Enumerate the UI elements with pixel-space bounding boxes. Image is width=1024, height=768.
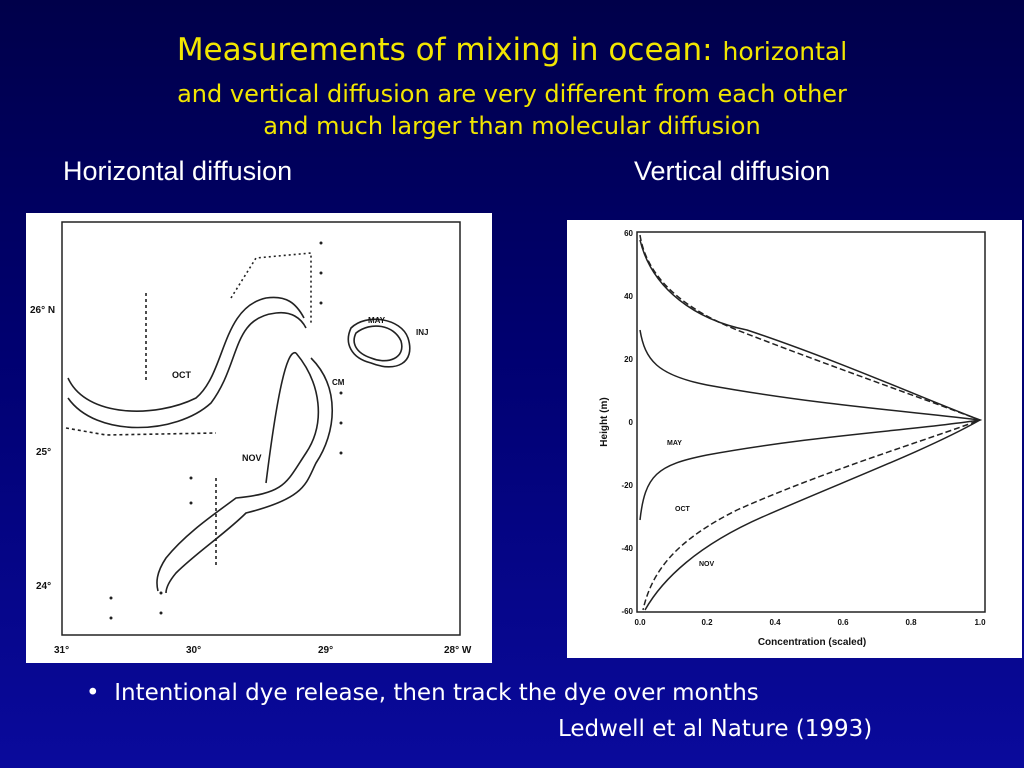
title-line: and much larger than molecular diffusion: [263, 112, 761, 140]
figure-label: OCT: [172, 370, 192, 380]
figure-label: MAY: [368, 316, 386, 325]
x-axis-label: Concentration (scaled): [758, 637, 866, 648]
panel-heading: Horizontal diffusion: [63, 156, 293, 186]
bullet-text: Intentional dye release, then track the …: [114, 680, 759, 706]
figure-label: OCT: [675, 506, 691, 513]
figure-label: INJ: [416, 328, 428, 337]
x-tick-label: 0.4: [769, 618, 781, 627]
title-line: Measurements of mixing in ocean: horizon…: [0, 32, 1024, 68]
x-tick-label: 0.6: [837, 618, 849, 627]
frame: [61, 221, 461, 636]
citation: Ledwell et al Nature (1993): [558, 716, 873, 742]
curves: [639, 234, 983, 611]
figure-label: MAY: [667, 440, 682, 447]
profile-figure: 60 40 20 0 -20 -40 -60 0.0 0.2 0.4 0.6 0…: [567, 220, 1022, 658]
title-sub: horizontal: [722, 37, 848, 66]
y-tick-label: -60: [621, 607, 633, 616]
x-tick-label: 0.2: [701, 618, 713, 627]
y-tick-label: -40: [621, 544, 633, 553]
y-tick-label: -20: [621, 481, 633, 490]
y-axis-label: Height (m): [599, 397, 610, 446]
lon-label: 28° W: [444, 645, 472, 656]
y-tick-label: 20: [624, 355, 633, 364]
stations: [109, 241, 343, 620]
title-main: Measurements of mixing in ocean:: [176, 32, 713, 68]
frame: [636, 231, 986, 613]
x-tick-label: 0.8: [905, 618, 917, 627]
lon-label: 29°: [318, 645, 333, 656]
lon-label: 30°: [186, 645, 201, 656]
figure-label: CM: [332, 378, 345, 387]
lat-label: 26° N: [30, 305, 55, 316]
title-line: and vertical diffusion are very differen…: [177, 80, 847, 108]
figure-label: NOV: [242, 453, 262, 463]
figure-label: NOV: [699, 561, 715, 568]
tracks: [65, 252, 411, 594]
y-tick-label: 60: [624, 229, 633, 238]
map-figure: 26° N 25° 24° 31° 30° 29° 28° W MAY INJ …: [26, 213, 492, 663]
lat-label: 25°: [36, 447, 51, 458]
lat-label: 24°: [36, 581, 51, 592]
y-tick-label: 0: [629, 418, 634, 427]
bullet: • Intentional dye release, then track th…: [86, 680, 759, 706]
x-tick-label: 1.0: [974, 618, 986, 627]
x-tick-label: 0.0: [634, 618, 646, 627]
lon-label: 31°: [54, 645, 69, 656]
y-tick-label: 40: [624, 292, 633, 301]
panel-heading: Vertical diffusion: [634, 156, 831, 186]
